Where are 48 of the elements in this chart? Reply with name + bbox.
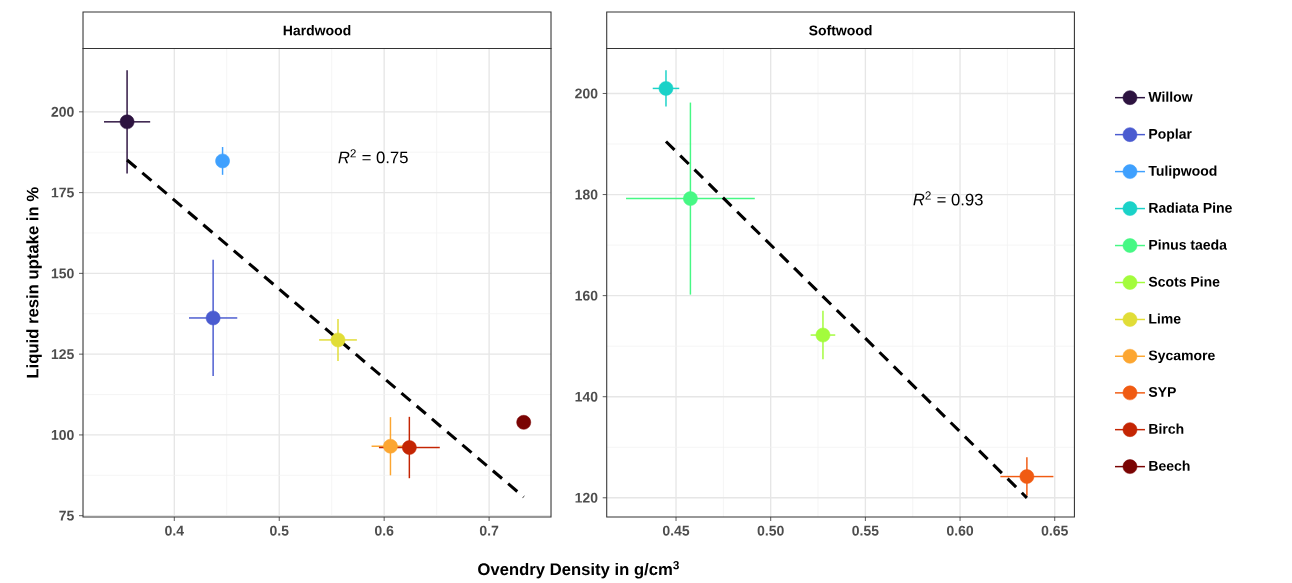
y-tick-label: 180	[575, 189, 598, 200]
y-tick-label: 100	[51, 429, 74, 440]
y-tick-label: 120	[575, 492, 598, 503]
legend-label: Sycamore	[1148, 350, 1215, 364]
y-tick-label: 200	[575, 88, 598, 99]
point	[205, 310, 221, 326]
y-tick-label: 140	[575, 391, 598, 402]
y-tick-label: 200	[51, 106, 74, 117]
point	[1019, 469, 1035, 484]
legend-label: SYP	[1148, 387, 1176, 397]
point	[119, 114, 135, 130]
x-tick-label: 0.55	[852, 525, 879, 536]
x-tick-label: 0.45	[662, 525, 690, 536]
point	[658, 81, 674, 96]
legend-label: Pinus taeda	[1149, 239, 1228, 250]
annotation: R$^{2}$ = 0.75	[338, 149, 408, 164]
x-axis-title: Ovendry Density in g/cm$^{3}$	[478, 561, 679, 579]
point	[815, 327, 831, 343]
chart-title: Hardwood	[283, 25, 351, 36]
point	[402, 440, 417, 455]
legend-label: Tulipwood	[1148, 165, 1217, 179]
legend-label: Lime	[1149, 313, 1181, 324]
point	[516, 415, 531, 430]
legend-label: Beech	[1149, 460, 1190, 471]
y-axis-title: Liquid resin uptake in %	[26, 187, 42, 378]
point	[383, 438, 398, 454]
x-tick-label: 0.60	[946, 525, 974, 536]
x-tick-label: 0.65	[1041, 525, 1068, 536]
x-tick-label: 0.50	[757, 525, 784, 536]
y-tick-label: 160	[575, 290, 598, 301]
y-tick-label: 75	[59, 510, 74, 521]
x-tick-label: 0.7	[479, 525, 499, 536]
legend-label: Scots Pine	[1148, 276, 1220, 287]
y-tick-label: 125	[51, 349, 74, 360]
point	[215, 153, 230, 169]
chart-title: Softwood	[809, 25, 872, 36]
y-tick-label: 175	[51, 187, 74, 198]
annotation: R$^{2}$ = 0.93	[913, 191, 983, 206]
x-tick-label: 0.5	[270, 525, 289, 536]
point	[330, 332, 346, 348]
legend-label: Willow	[1148, 91, 1193, 102]
point	[683, 191, 698, 206]
x-tick-label: 0.6	[374, 525, 394, 536]
y-tick-label: 150	[51, 268, 74, 279]
legend-label: Birch	[1149, 423, 1184, 434]
legend-label: Poplar	[1149, 128, 1192, 142]
legend-label: Radiata Pine	[1149, 202, 1232, 213]
x-tick-label: 0.4	[165, 525, 184, 536]
